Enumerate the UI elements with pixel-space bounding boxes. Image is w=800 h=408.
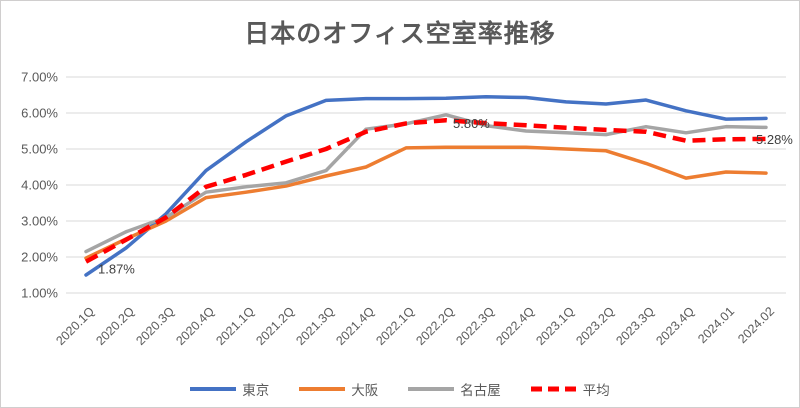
y-axis-tick-label: 5.00% bbox=[21, 142, 58, 157]
chart-legend: 東京 大阪 名古屋 平均 bbox=[1, 379, 799, 399]
x-axis-tick-label: 2023.1Q bbox=[533, 304, 577, 348]
data-label-528: 5.28% bbox=[756, 132, 793, 147]
x-axis-tick-label: 2024.02 bbox=[735, 304, 777, 346]
y-axis-tick-label: 1.00% bbox=[21, 286, 58, 301]
legend-line-sample-tokyo bbox=[190, 387, 237, 391]
x-axis-tick-label: 2021.1Q bbox=[213, 304, 257, 348]
series-line-average bbox=[84, 117, 767, 264]
series-line-osaka bbox=[84, 145, 768, 260]
legend-label-tokyo: 東京 bbox=[242, 383, 270, 398]
x-axis-tick-label: 2021.3Q bbox=[293, 304, 337, 348]
legend-item-nagoya: 名古屋 bbox=[408, 379, 501, 399]
legend-label-osaka: 大阪 bbox=[351, 383, 379, 398]
x-axis-tick-label: 2023.3Q bbox=[613, 304, 657, 348]
x-axis-tick-label: 2020.4Q bbox=[173, 304, 217, 348]
legend-item-average: 平均 bbox=[530, 379, 610, 399]
series-line-tokyo bbox=[84, 95, 768, 277]
series-line-nagoya bbox=[84, 113, 768, 254]
x-axis-tick-label: 2022.1Q bbox=[373, 304, 417, 348]
x-axis-tick-label: 2022.2Q bbox=[413, 304, 457, 348]
x-axis-tick-label: 2022.3Q bbox=[453, 304, 497, 348]
legend-label-average: 平均 bbox=[582, 383, 610, 398]
chart-title: 日本のオフィス空室率推移 bbox=[244, 20, 556, 48]
y-axis-tick-label: 2.00% bbox=[21, 250, 58, 265]
y-axis-tick-label: 6.00% bbox=[21, 106, 58, 121]
data-label-187: 1.87% bbox=[98, 262, 135, 277]
x-axis-tick-label: 2021.4Q bbox=[333, 304, 377, 348]
x-axis-tick-label: 2022.4Q bbox=[493, 304, 537, 348]
x-axis-tick-label: 2024.01 bbox=[695, 304, 737, 346]
y-axis-tick-label: 7.00% bbox=[21, 70, 58, 85]
x-axis-tick-label: 2020.2Q bbox=[93, 304, 137, 348]
x-axis-tick-label: 2023.2Q bbox=[573, 304, 617, 348]
y-axis-tick-label: 3.00% bbox=[21, 214, 58, 229]
x-axis-tick-label: 2020.3Q bbox=[133, 304, 177, 348]
legend-line-sample-average bbox=[530, 386, 577, 392]
legend-label-nagoya: 名古屋 bbox=[460, 383, 501, 398]
legend-line-sample-osaka bbox=[299, 387, 346, 391]
x-axis-tick-label: 2021.2Q bbox=[253, 304, 297, 348]
legend-line-sample-nagoya bbox=[408, 387, 455, 391]
x-axis-tick-label: 2023.4Q bbox=[653, 304, 697, 348]
x-axis-tick-label: 2020.1Q bbox=[53, 304, 97, 348]
legend-item-tokyo: 東京 bbox=[190, 379, 269, 399]
y-axis-tick-label: 4.00% bbox=[21, 178, 58, 193]
legend-item-osaka: 大阪 bbox=[299, 379, 378, 399]
data-label-580: 5.80% bbox=[453, 116, 490, 131]
